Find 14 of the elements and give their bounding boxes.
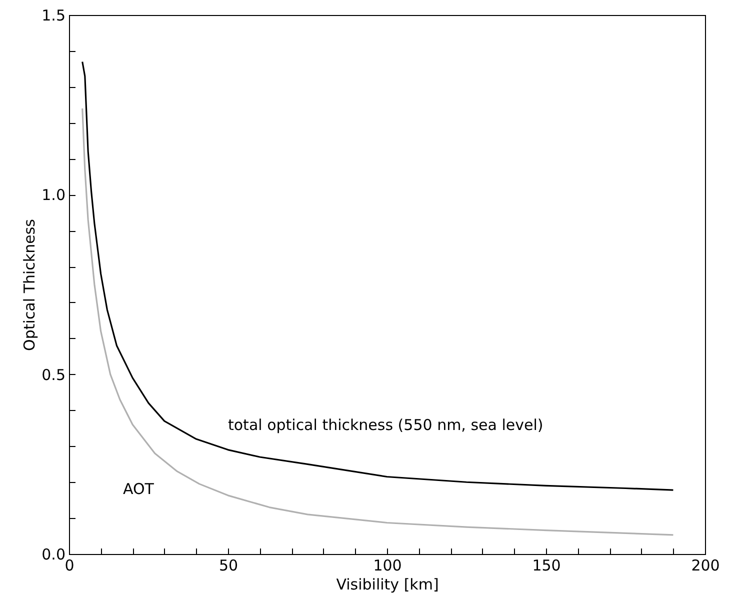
y-tick-label: 0.0	[42, 546, 66, 564]
x-tick-label: 150	[532, 556, 561, 574]
annotation: AOT	[123, 480, 155, 498]
annotation: total optical thickness (550 nm, sea level)	[228, 416, 544, 434]
x-tick-label: 100	[373, 556, 402, 574]
y-tick-label: 1.0	[42, 186, 66, 204]
x-axis-title: Visibility [km]	[336, 576, 439, 594]
x-tick-label: 50	[218, 556, 238, 574]
y-tick-label: 0.5	[42, 366, 66, 384]
y-axis-title: Optical Thickness	[20, 218, 39, 351]
line-series	[82, 108, 674, 536]
y-tick-label: 1.5	[42, 6, 66, 24]
x-tick-label: 200	[691, 556, 720, 574]
x-tick-label: 0	[64, 556, 74, 574]
